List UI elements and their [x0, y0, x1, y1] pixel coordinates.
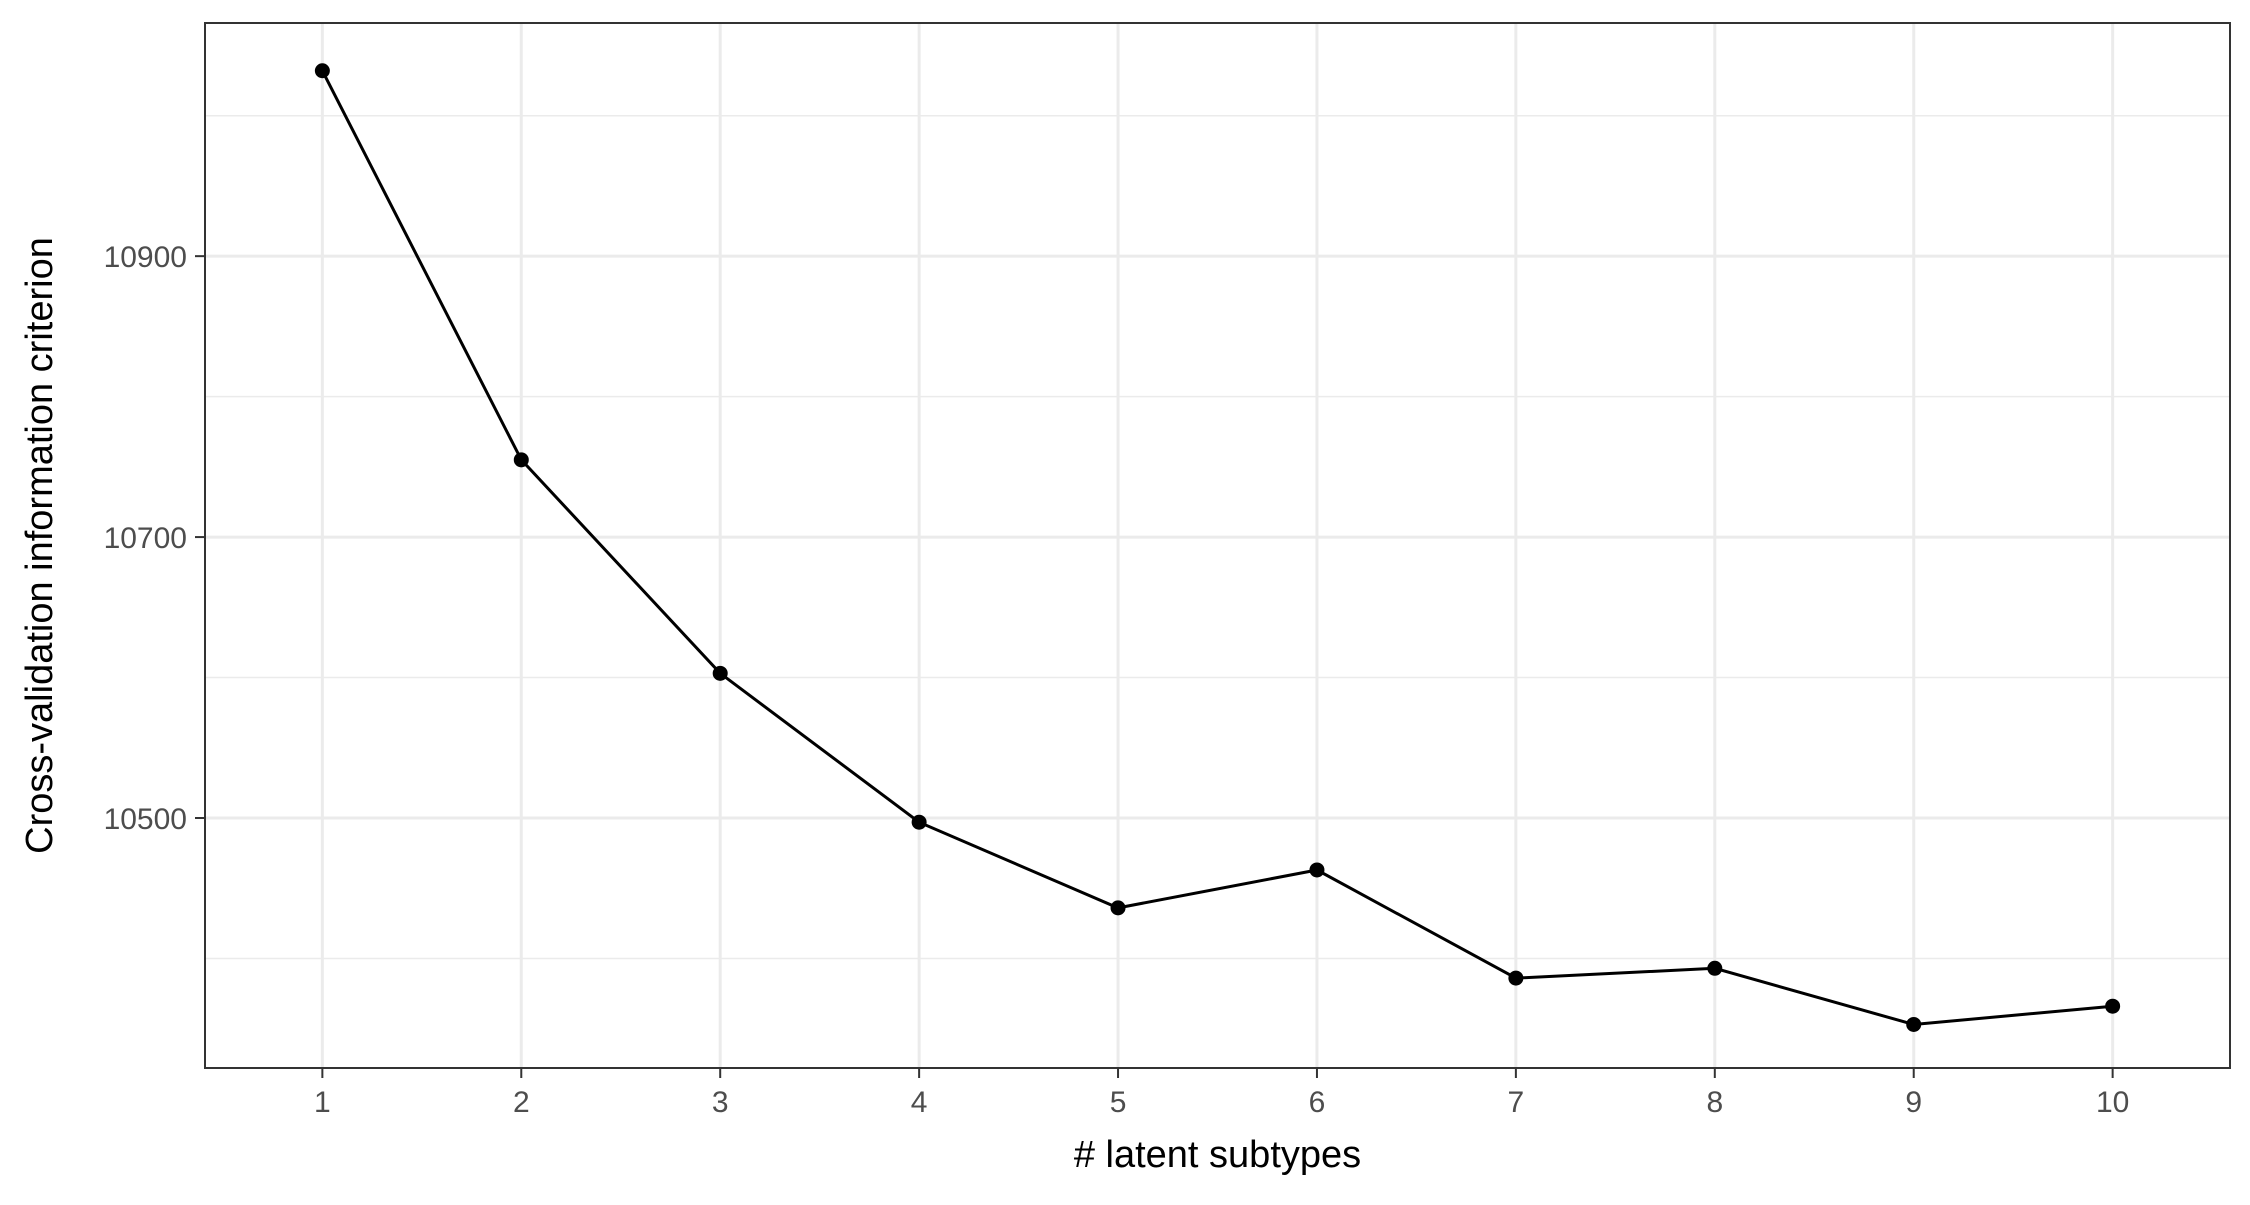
minor-gridlines [205, 114, 2230, 960]
x-tick-label: 4 [911, 1086, 928, 1119]
x-tick-label: 9 [1905, 1086, 1922, 1119]
data-point [1110, 900, 1126, 916]
x-tick-label: 6 [1309, 1086, 1326, 1119]
data-point [314, 63, 330, 79]
series-line [321, 70, 2113, 1027]
x-tick-label: 8 [1706, 1086, 1723, 1119]
series-layer [314, 63, 2121, 1032]
data-point [1309, 862, 1325, 878]
data-point [513, 452, 529, 468]
axis-ticks [195, 255, 2114, 1078]
panel-border [204, 22, 2231, 1069]
x-axis-title: # latent subtypes [1074, 1134, 1361, 1176]
major-gridlines [205, 23, 2230, 1068]
x-tick-label: 1 [314, 1086, 331, 1119]
tick-labels: 1 2 3 4 5 6 7 8 9 10 10500 10700 10900 [104, 241, 2130, 1119]
x-tick-label: 5 [1110, 1086, 1127, 1119]
data-point [1508, 970, 1524, 986]
x-tick-label: 7 [1508, 1086, 1525, 1119]
data-point [2105, 998, 2121, 1014]
x-tick-label: 10 [2096, 1086, 2129, 1119]
y-axis-title: Cross-validation information criterion [19, 237, 61, 854]
y-tick-label: 10500 [104, 803, 187, 836]
data-point [911, 814, 927, 830]
data-point [1707, 960, 1723, 976]
data-point [1906, 1016, 1922, 1032]
x-tick-label: 3 [712, 1086, 729, 1119]
y-tick-label: 10900 [104, 241, 187, 274]
x-tick-label: 2 [513, 1086, 530, 1119]
data-point [712, 665, 728, 681]
y-tick-label: 10700 [104, 522, 187, 555]
